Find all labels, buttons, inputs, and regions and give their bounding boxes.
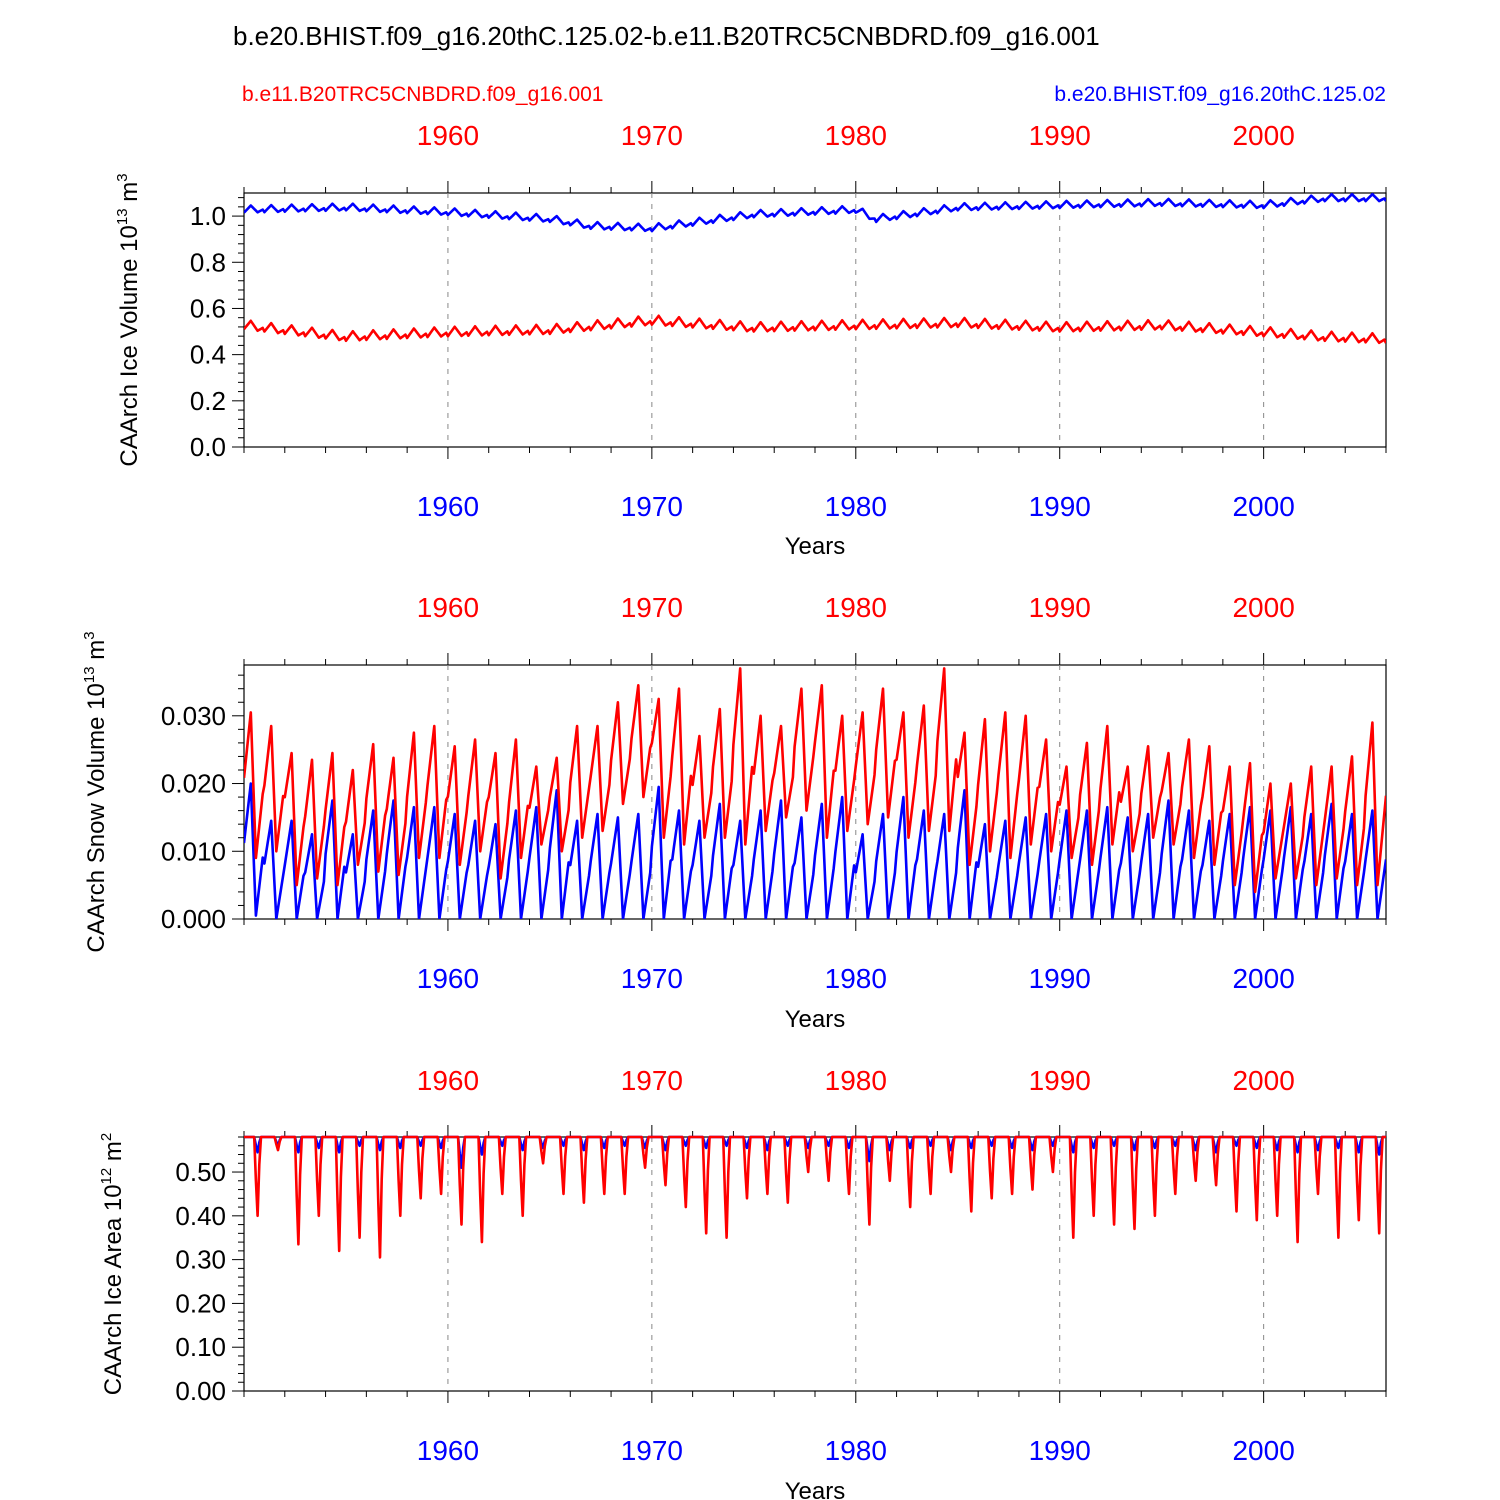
y-tick-label: 0.10	[175, 1332, 226, 1362]
x-tick-label-top: 1980	[825, 120, 887, 151]
x-tick-label-bottom: 2000	[1232, 491, 1294, 522]
x-tick-label-bottom: 1960	[417, 1435, 479, 1466]
x-tick-label-top: 1990	[1029, 120, 1091, 151]
series-line-red	[244, 1135, 1386, 1259]
y-tick-label: 0.40	[175, 1201, 226, 1231]
x-tick-label-top: 1980	[825, 592, 887, 623]
y-tick-label: 0.030	[161, 701, 226, 731]
y-axis-label: CAArch Snow Volume 1013 m3	[81, 631, 110, 952]
x-tick-label-bottom: 2000	[1232, 1435, 1294, 1466]
y-tick-label: 0.30	[175, 1245, 226, 1275]
x-axis-label: Years	[785, 1006, 846, 1033]
x-tick-label-top: 1960	[417, 1065, 479, 1096]
x-tick-label-bottom: 2000	[1232, 963, 1294, 994]
series-line-blue	[244, 192, 1386, 233]
series-line-red	[244, 314, 1386, 345]
x-tick-label-top: 1990	[1029, 1065, 1091, 1096]
y-tick-label: 0.50	[175, 1157, 226, 1187]
x-tick-label-bottom: 1960	[417, 963, 479, 994]
x-tick-label-bottom: 1980	[825, 491, 887, 522]
y-tick-label: 0.000	[161, 904, 226, 934]
figure-title: b.e20.BHIST.f09_g16.20thC.125.02-b.e11.B…	[233, 21, 1100, 51]
x-axis-label: Years	[785, 1478, 846, 1500]
y-tick-label: 0.020	[161, 769, 226, 799]
x-tick-label-bottom: 1980	[825, 963, 887, 994]
x-tick-label-top: 1960	[417, 592, 479, 623]
series-line-blue	[244, 782, 1386, 919]
y-tick-label: 1.0	[190, 201, 226, 231]
x-tick-label-top: 2000	[1232, 1065, 1294, 1096]
x-tick-label-bottom: 1990	[1029, 963, 1091, 994]
x-tick-label-top: 1970	[621, 120, 683, 151]
legend-red-case: b.e11.B20TRC5CNBDRD.f09_g16.001	[242, 83, 603, 106]
panel-ice-area: 0.00 0.10 0.20 0.30 0.40 0.50 1960 1960 1970 1970…	[98, 1065, 1387, 1500]
panel-snow-volume: 0.000 0.010 0.020 0.030 1960 1960 1970 1970 1980…	[81, 592, 1387, 1033]
y-tick-label: 0.20	[175, 1288, 226, 1318]
x-tick-label-top: 1990	[1029, 592, 1091, 623]
panel-ice-volume: 0.0 0.2 0.4 0.6 0.8 1.0 1960 1960 1970 1970 1980 19…	[114, 120, 1387, 560]
x-tick-label-top: 1970	[621, 592, 683, 623]
y-tick-label: 0.00	[175, 1376, 226, 1406]
plot-frame	[243, 192, 1387, 448]
y-tick-label: 0.2	[190, 386, 226, 416]
y-axis-label: CAArch Ice Volume 1013 m3	[114, 173, 143, 466]
x-tick-label-top: 1970	[621, 1065, 683, 1096]
x-tick-label-bottom: 1970	[621, 963, 683, 994]
x-tick-label-bottom: 1970	[621, 1435, 683, 1466]
x-tick-label-top: 2000	[1232, 592, 1294, 623]
series-line-red	[244, 667, 1386, 894]
y-axis-label: CAArch Ice Area 1012 m2	[98, 1133, 127, 1395]
y-tick-label: 0.6	[190, 293, 226, 323]
x-tick-label-bottom: 1960	[417, 491, 479, 522]
y-tick-label: 0.8	[190, 247, 226, 277]
x-tick-label-top: 1980	[825, 1065, 887, 1096]
x-tick-label-top: 1960	[417, 120, 479, 151]
legend-blue-case: b.e20.BHIST.f09_g16.20thC.125.02	[1054, 83, 1386, 106]
y-tick-label: 0.4	[190, 340, 226, 370]
x-tick-label-bottom: 1970	[621, 491, 683, 522]
y-tick-label: 0.0	[190, 432, 226, 462]
x-tick-label-bottom: 1990	[1029, 1435, 1091, 1466]
x-axis-label: Years	[785, 533, 846, 560]
x-tick-label-top: 2000	[1232, 120, 1294, 151]
y-tick-label: 0.010	[161, 836, 226, 866]
x-tick-label-bottom: 1980	[825, 1435, 887, 1466]
x-tick-label-bottom: 1990	[1029, 491, 1091, 522]
